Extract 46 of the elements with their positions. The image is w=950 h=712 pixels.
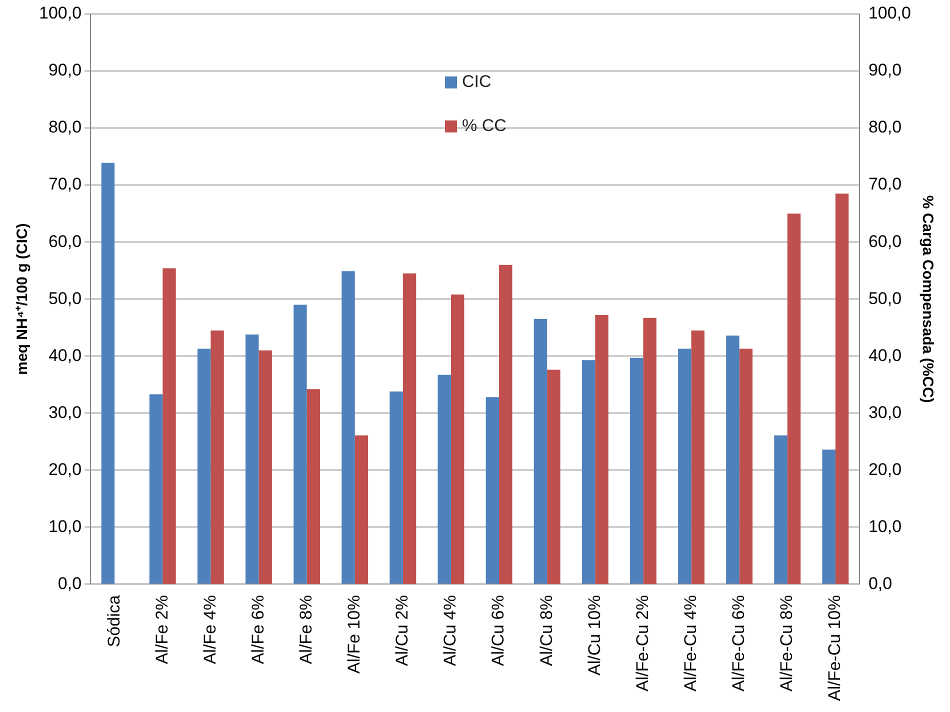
y-tick-label: 50,0 xyxy=(48,288,82,308)
bar xyxy=(101,162,115,584)
y2-tick-label: 10,0 xyxy=(868,516,902,536)
x-tick-label: Al/Fe-Cu 2% xyxy=(632,595,652,692)
x-tick-label: Al/Fe 10% xyxy=(344,595,364,674)
x-tick-label: Al/Fe-Cu 8% xyxy=(777,595,796,692)
y-tick-label: 40,0 xyxy=(48,346,82,365)
y-tick-label: 60,0 xyxy=(48,232,82,251)
legend-label: CIC xyxy=(462,72,492,92)
x-tick-label: Al/Cu 10% xyxy=(584,595,604,676)
x-tick-label: Al/Fe-Cu 4% xyxy=(680,595,700,692)
y-tick-label: 20,0 xyxy=(48,460,82,479)
x-tick-label: Sódica xyxy=(104,594,124,648)
x-tick-label: Al/Cu 4% xyxy=(440,595,460,666)
y2-tick-label: 30,0 xyxy=(868,402,902,422)
x-tick-label: Al/Fe-Cu 10% xyxy=(825,595,844,702)
x-tick-label: Al/Cu 2% xyxy=(392,595,412,666)
bar xyxy=(342,271,355,584)
y-tick-label: 80,0 xyxy=(48,118,82,137)
y2-tick-label: 40,0 xyxy=(868,346,902,365)
y2-tick-label: 20,0 xyxy=(868,460,902,479)
legend-label: % CC xyxy=(462,116,506,136)
y-tick-label: 10,0 xyxy=(48,516,82,536)
y-axis-title: meq NH⁴⁺/100 g (CIC) xyxy=(14,223,32,375)
y2-tick-label: 60,0 xyxy=(868,232,902,251)
x-tick-label: Al/Fe 8% xyxy=(296,595,316,664)
y2-tick-label: 90,0 xyxy=(868,60,902,80)
y-tick-label: 0,0 xyxy=(58,574,82,593)
x-tick-label: Al/Fe 4% xyxy=(200,595,220,664)
x-tick-label: Al/Cu 8% xyxy=(536,595,556,666)
x-tick-label: Al/Cu 6% xyxy=(488,595,508,666)
bar xyxy=(787,214,801,584)
x-tick-label: Al/Fe 6% xyxy=(248,595,268,664)
y2-tick-label: 0,0 xyxy=(868,574,892,593)
y2-tick-label: 70,0 xyxy=(868,174,902,194)
x-tick-label: Al/Fe-Cu 6% xyxy=(729,595,748,692)
bar xyxy=(835,194,849,584)
y-tick-label: 90,0 xyxy=(48,60,82,80)
y2-axis-title: % Carga Compensada (%CC) xyxy=(918,195,936,403)
y-tick-label: 100,0 xyxy=(38,4,82,23)
y2-tick-label: 100,0 xyxy=(868,4,912,23)
y-tick-label: 30,0 xyxy=(48,402,82,422)
y-tick-label: 70,0 xyxy=(48,174,82,194)
y2-tick-label: 80,0 xyxy=(868,118,902,137)
y2-tick-label: 50,0 xyxy=(868,288,902,308)
x-tick-label: Al/Fe 2% xyxy=(152,595,172,664)
